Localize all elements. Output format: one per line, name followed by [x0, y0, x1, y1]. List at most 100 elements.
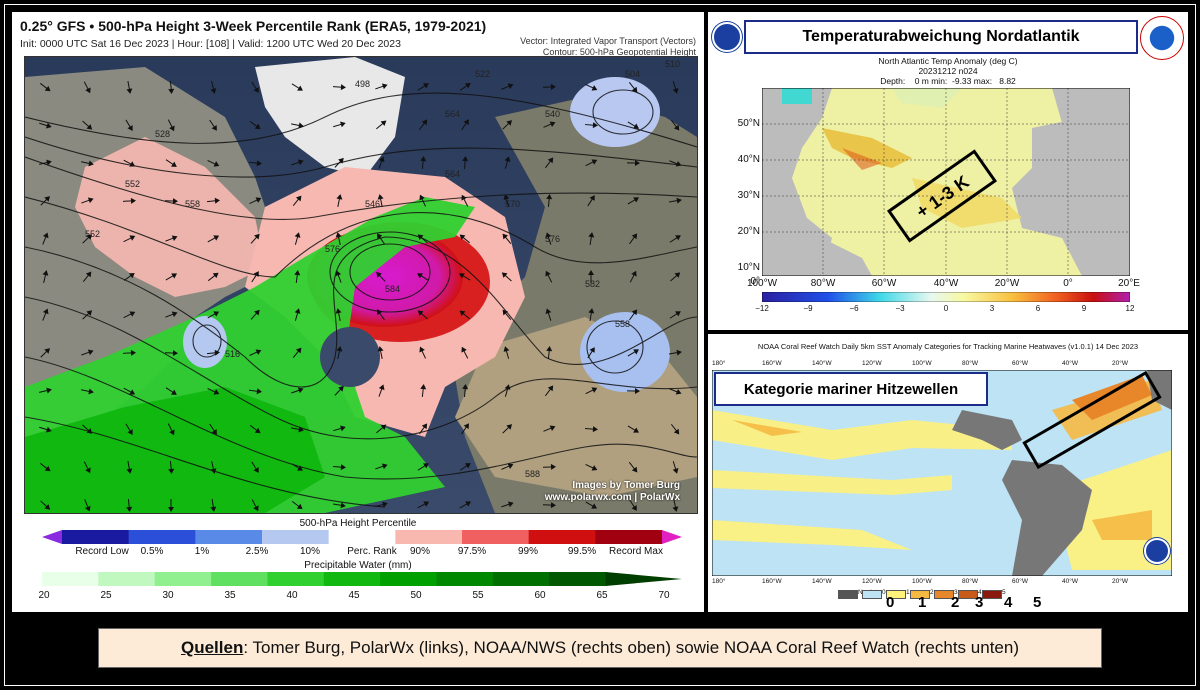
ivt-arrow	[251, 499, 259, 512]
mhw-top-lon-tick: 120°W	[862, 360, 882, 367]
ivt-arrow	[501, 272, 512, 282]
ivt-arrow	[419, 423, 428, 435]
contour-label: 584	[385, 284, 400, 294]
contour-note: Contour: 500-hPa Geopotential Height	[542, 47, 696, 57]
pw-colorbar-tick: 35	[224, 590, 236, 601]
ivt-arrow	[458, 273, 471, 281]
ivt-arrow	[461, 119, 469, 131]
sst-lat-tick: 0°	[750, 276, 760, 287]
ivt-arrow	[543, 121, 556, 128]
sst-colorbar-tick: 12	[1125, 304, 1135, 313]
ivt-arrow	[584, 426, 598, 433]
ivt-arrow	[419, 346, 427, 359]
ivt-arrow	[42, 270, 49, 283]
sst-americas	[762, 88, 832, 276]
height-colorbar-segment	[462, 530, 530, 544]
height-colorbar-labels: Record Low 0.5% 1% 2.5% 10% Perc. Rank 90% 97.5…	[42, 546, 682, 560]
mhw-bottom-lon-tick: 180°	[712, 578, 726, 585]
pw-colorbar-segment	[323, 572, 381, 586]
ivt-arrow	[126, 461, 133, 474]
height-colorbar-segment	[128, 530, 196, 544]
ivt-arrow	[165, 159, 177, 167]
credit-url: www.polarwx.com | PolarWx	[544, 492, 680, 503]
ivt-arrow	[294, 270, 301, 284]
ivt-arrow	[291, 426, 304, 433]
noaa-logo-small	[1144, 538, 1170, 564]
cutoff-low	[183, 316, 227, 368]
contour-label: 516	[225, 349, 240, 359]
height-colorbar-title: 500-hPa Height Percentile	[299, 518, 417, 529]
ivt-arrow	[419, 119, 428, 131]
ivt-arrow	[502, 424, 513, 434]
ivt-arrow	[251, 271, 259, 283]
contour-label: 582	[585, 279, 600, 289]
ivt-arrow	[504, 384, 511, 397]
ivt-arrow	[291, 122, 304, 129]
height-colorbar-segment	[42, 530, 62, 544]
ivt-arrow	[669, 235, 681, 243]
ivt-arrow	[627, 349, 640, 357]
gfs-map: 498 504 552 558 546 564 570 576 582 588 552 564 576 5…	[24, 56, 698, 514]
marine-heatwave-panel: NOAA Coral Reef Watch Daily 5km SST Anom…	[708, 334, 1188, 612]
atlantic-low	[320, 327, 380, 387]
contour-label: 576	[545, 234, 560, 244]
mhw-south-america	[1002, 460, 1092, 576]
ivt-arrow	[81, 349, 94, 356]
sst-colorbar-tick: −12	[755, 304, 769, 313]
sources-label: Quellen	[181, 638, 244, 657]
ivt-arrow	[123, 159, 136, 167]
contour-label: 510	[665, 59, 680, 69]
noaa-logo	[712, 22, 742, 52]
height-colorbar-label: 90%	[409, 546, 431, 557]
ivt-arrow	[378, 384, 385, 397]
ivt-arrow	[39, 387, 52, 394]
ivt-arrow	[377, 346, 384, 359]
gfs-map-svg: 498 504 552 558 546 564 570 576 582 588 552 564 576 5…	[24, 57, 698, 513]
height-colorbar-label: 2.5%	[245, 546, 269, 557]
ivt-arrow	[627, 121, 639, 129]
nws-logo	[1140, 16, 1184, 60]
mhw-bottom-lon-tick: 140°W	[812, 578, 832, 585]
ivt-arrow	[462, 384, 469, 398]
contour-labels: 498 504 552 558 546 564 570 576 582 588 552 564 576 5…	[85, 59, 680, 479]
ivt-arrow	[417, 310, 428, 320]
height-colorbar-label: 1%	[194, 546, 210, 557]
height-contours	[24, 89, 698, 508]
ivt-arrow	[670, 423, 680, 435]
sst-lon-tick: 20°W	[994, 278, 1020, 289]
ivt-arrow	[545, 385, 554, 397]
sst-colorbar-tick: −3	[895, 304, 905, 313]
pw-colorbar-segment	[436, 572, 494, 586]
gfs-panel: 0.25° GFS • 500-hPa Height 3-Week Percen…	[12, 12, 704, 612]
ivt-arrow	[249, 349, 262, 356]
ivt-arrow	[459, 310, 470, 320]
ivt-arrow	[503, 346, 510, 359]
ivt-arrow	[336, 346, 343, 359]
ivt-arrow	[546, 194, 553, 208]
ivt-arrow	[125, 119, 133, 131]
mhw-cat1-areas	[712, 410, 1172, 570]
mhw-bottom-lon-tick: 20°W	[1112, 578, 1128, 585]
ivt-arrow	[207, 272, 219, 282]
contour-label: 540	[545, 109, 560, 119]
height-colorbar-label: Record Low	[75, 546, 129, 557]
sst-colorbar	[762, 292, 1130, 302]
contour-label: 558	[185, 199, 200, 209]
height-colorbar-label: 97.5%	[457, 546, 487, 557]
ivt-arrow	[39, 426, 52, 433]
ivt-arrow	[164, 350, 178, 357]
height-colorbar-label: 99.5%	[567, 546, 597, 557]
ivt-arrow	[375, 501, 388, 508]
ivt-arrow	[629, 270, 637, 283]
sources-footer: Quellen: Tomer Burg, PolarWx (links), NO…	[98, 628, 1102, 668]
mhw-central-america	[952, 410, 1022, 450]
sources-text: : Tomer Burg, PolarWx (links), NOAA/NWS …	[243, 638, 1019, 657]
gfs-credit: Images by Tomer Burg www.polarwx.com | P…	[545, 480, 680, 504]
ivt-arrow	[292, 347, 302, 358]
mhw-legend-swatch	[910, 590, 930, 599]
ivt-arrow	[376, 271, 386, 282]
ivt-arrow	[417, 273, 429, 281]
scandinavia-low-anomaly	[570, 77, 660, 147]
ivt-arrow	[542, 502, 556, 509]
ivt-arrow	[39, 462, 51, 472]
